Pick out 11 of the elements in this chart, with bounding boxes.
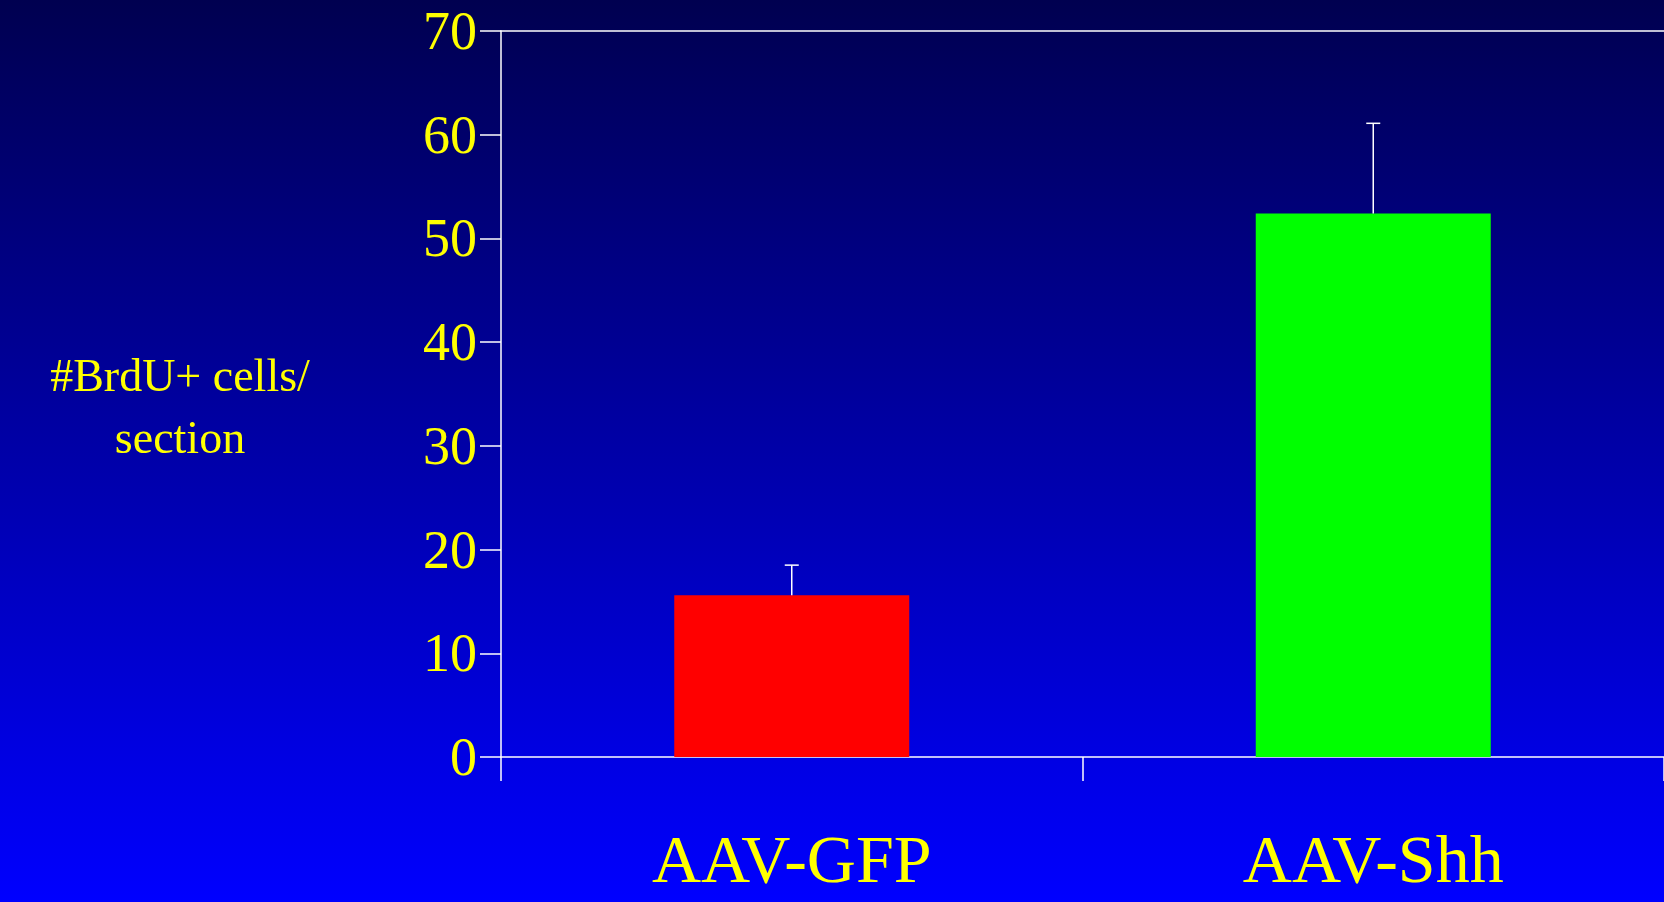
y-tick-label: 20 (423, 519, 477, 580)
y-tick-label: 70 (423, 1, 477, 61)
y-tick-label: 30 (423, 415, 477, 476)
x-tick-label: AAV-Shh (1242, 821, 1504, 897)
y-axis-title: #BrdU+ cells/ section (50, 349, 311, 463)
y-tick-label: 60 (423, 104, 477, 165)
y-tick-label: 50 (423, 208, 477, 269)
y-tick-label: 10 (423, 623, 477, 684)
y-tick-label: 0 (450, 727, 477, 787)
x-tick-label: AAV-GFP (651, 821, 932, 897)
y-tick-label: 40 (423, 312, 477, 373)
